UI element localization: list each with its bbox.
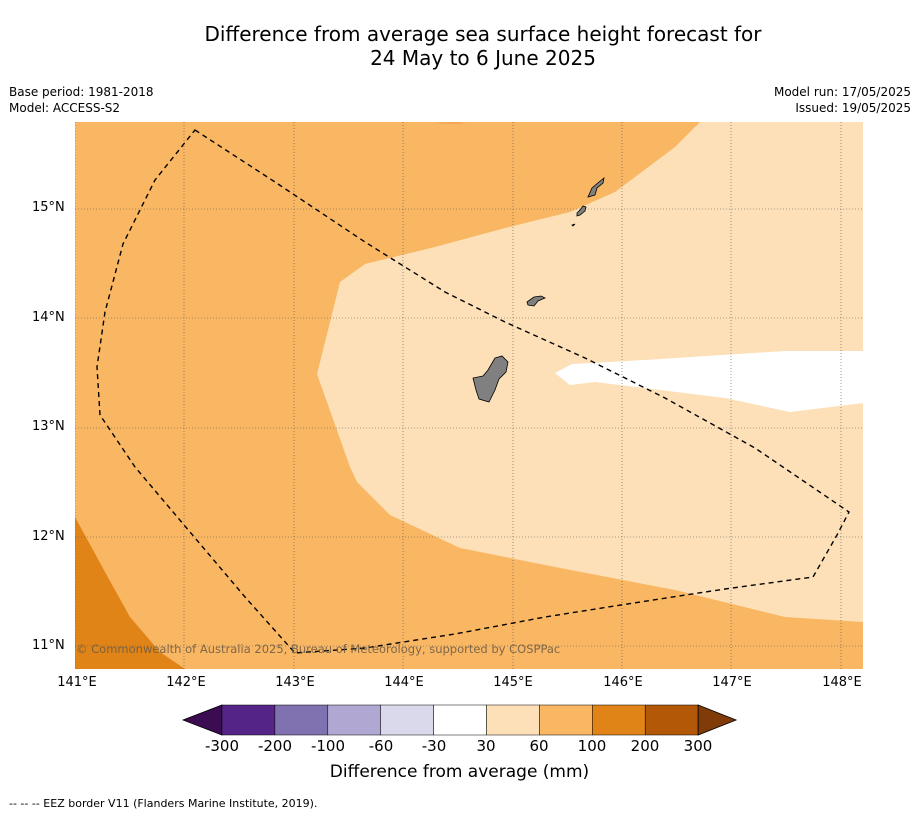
base-period: Base period: 1981-2018 — [9, 85, 154, 99]
colorbar — [182, 704, 738, 736]
lon-label-141: 141°E — [57, 675, 97, 690]
colorbar-cell — [274, 704, 329, 736]
colorbar-cells — [182, 704, 738, 736]
colorbar-cell — [380, 704, 434, 736]
island-rota — [526, 295, 546, 307]
cb-tick-7: 60 — [529, 737, 549, 755]
colorbar-cell — [592, 704, 646, 736]
lon-label-148: 148°E — [822, 675, 862, 690]
colorbar-extend-low — [182, 704, 223, 736]
lon-label-146: 146°E — [603, 675, 643, 690]
cb-tick-5: -30 — [421, 737, 447, 755]
sea-level-map — [75, 122, 863, 669]
contour-fragment — [437, 122, 465, 124]
colorbar-cell — [221, 704, 276, 736]
cb-tick-3: -100 — [310, 737, 346, 755]
copyright-notice: © Commonwealth of Australia 2025, Bureau… — [76, 642, 561, 656]
cb-tick-4: -60 — [368, 737, 394, 755]
lon-label-145: 145°E — [493, 675, 533, 690]
contour-neutral — [555, 351, 863, 412]
eez-border — [96, 129, 850, 654]
lon-label-144: 144°E — [384, 675, 424, 690]
cb-tick-2: -200 — [257, 737, 293, 755]
island-guam — [472, 355, 509, 403]
lon-label-147: 147°E — [712, 675, 752, 690]
cb-tick-9: 200 — [630, 737, 660, 755]
colorbar-cell — [486, 704, 540, 736]
island-tinian — [576, 205, 587, 217]
lat-label-11: 11°N — [32, 638, 65, 653]
colorbar-extend-high — [697, 704, 738, 736]
cb-tick-6: 30 — [476, 737, 496, 755]
lon-label-142: 142°E — [166, 675, 206, 690]
eez-legend-note: -- -- -- EEZ border V11 (Flanders Marine… — [9, 797, 318, 810]
graticule — [75, 122, 863, 669]
islands — [472, 177, 605, 403]
cb-tick-8: 100 — [577, 737, 607, 755]
cb-tick-1: -300 — [204, 737, 240, 755]
lat-label-15: 15°N — [32, 200, 65, 215]
map-title: Difference from average sea surface heig… — [0, 22, 919, 70]
model-name: Model: ACCESS-S2 — [9, 101, 121, 115]
meta-left: Base period: 1981-2018 Model: ACCESS-S2 — [9, 84, 154, 116]
colorbar-cell — [327, 704, 381, 736]
colorbar-cell — [539, 704, 593, 736]
island-saipan — [587, 177, 605, 198]
meta-right: Model run: 17/05/2025 Issued: 19/05/2025 — [774, 84, 911, 116]
lat-label-13: 13°N — [32, 419, 65, 434]
lat-label-14: 14°N — [32, 310, 65, 325]
colorbar-label: Difference from average (mm) — [329, 762, 590, 782]
model-run: Model run: 17/05/2025 — [773, 85, 911, 99]
cb-tick-10: 300 — [683, 737, 713, 755]
island-aguijan — [571, 223, 576, 227]
colorbar-cell — [644, 704, 699, 736]
contour-100-200 — [75, 517, 185, 669]
title-line-2: 24 May to 6 June 2025 — [370, 46, 596, 70]
issued-date: Issued: 19/05/2025 — [795, 101, 911, 115]
title-line-1: Difference from average sea surface heig… — [204, 22, 762, 46]
lat-label-12: 12°N — [32, 529, 65, 544]
colorbar-cell — [433, 704, 487, 736]
lon-label-143: 143°E — [275, 675, 315, 690]
